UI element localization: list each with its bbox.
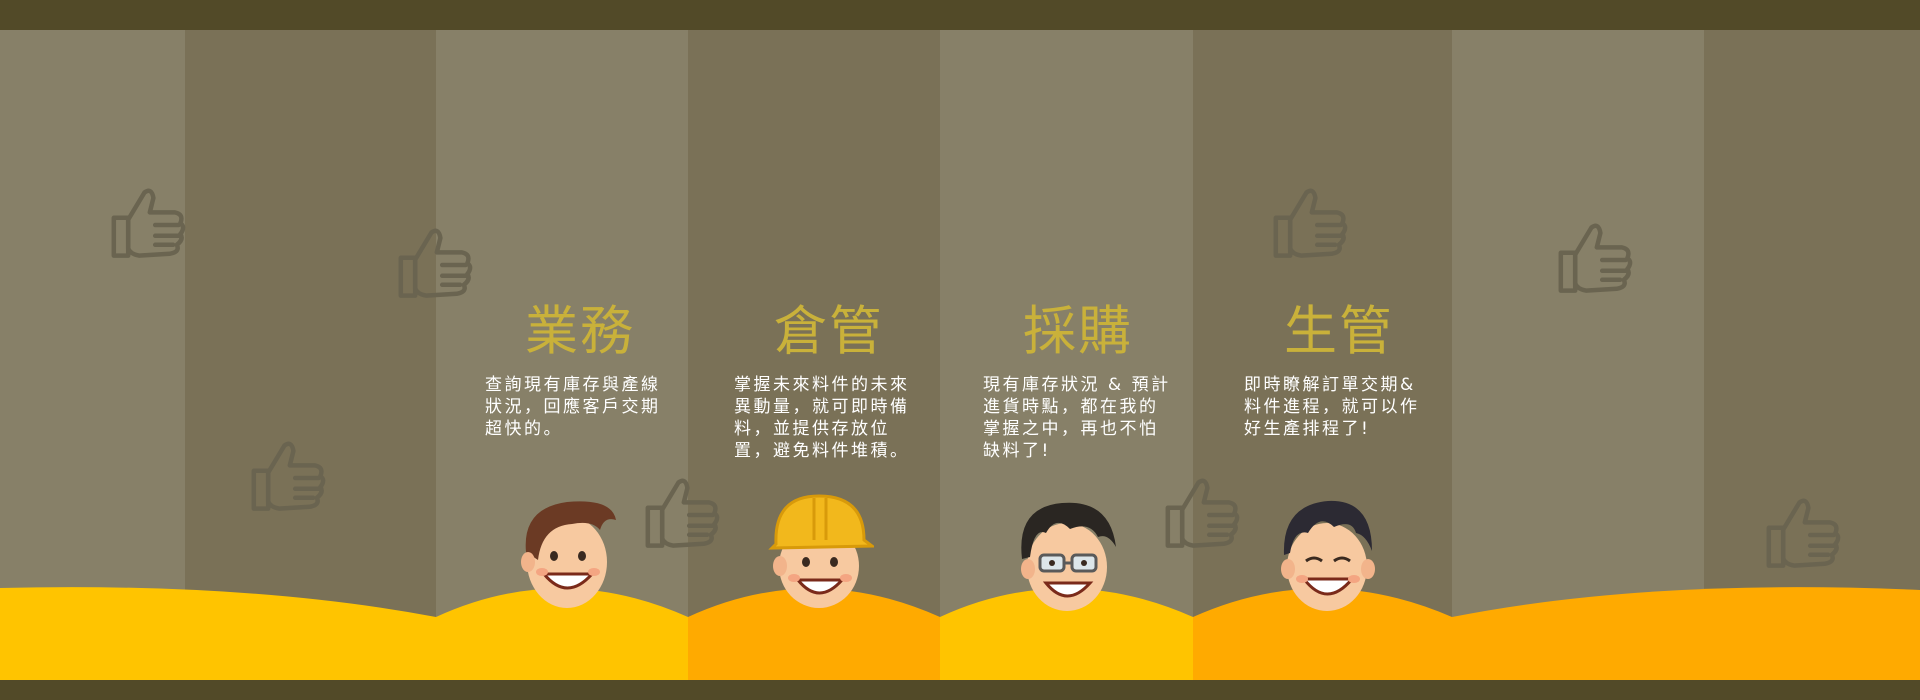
stripe — [185, 30, 436, 680]
thumbs-up-icon — [1165, 478, 1240, 548]
stripe — [1704, 30, 1920, 680]
hill-yellow-1 — [436, 588, 688, 680]
hill-yellow-2 — [940, 588, 1193, 680]
hardhat-worker-face-icon — [768, 494, 874, 608]
role-title: 業務 — [525, 301, 635, 362]
hill-orange-2 — [1193, 588, 1452, 680]
role-card-warehouse: 倉管 掌握未來料件的未來異動量，就可即時備料，並提供存放位置，避免料件堆積。 — [734, 300, 924, 462]
thumbs-up-icon — [251, 441, 326, 511]
role-description: 即時瞭解訂單交期&料件進程，就可以作好生產排程了! — [1244, 375, 1420, 439]
top-frame-band — [0, 0, 1920, 30]
role-card-business: 業務 查詢現有庫存與產線狀況，回應客戶交期超快的。 — [485, 300, 675, 440]
role-description: 查詢現有庫存與產線狀況，回應客戶交期超快的。 — [485, 375, 661, 439]
bottom-frame-band — [0, 680, 1920, 700]
role-card-purchasing: 採購 現有庫存狀況 & 預計進貨時點，都在我的掌握之中，再也不怕缺料了! — [983, 300, 1173, 462]
hill-right-orange — [1452, 587, 1920, 680]
role-title: 倉管 — [774, 301, 884, 362]
thumbs-up-icon — [111, 188, 186, 258]
thumbs-up-icon — [398, 228, 473, 298]
businessman-face-icon — [521, 501, 616, 608]
hill-orange-1 — [688, 588, 940, 680]
role-description: 現有庫存狀況 & 預計進貨時點，都在我的掌握之中，再也不怕缺料了! — [983, 375, 1171, 461]
role-title: 生管 — [1284, 301, 1394, 362]
stripe — [1452, 30, 1704, 680]
thumbs-up-icon — [645, 478, 720, 548]
thumbs-up-icon — [1273, 188, 1348, 258]
glasses-man-face-icon — [1021, 502, 1116, 611]
role-description: 掌握未來料件的未來異動量，就可即時備料，並提供存放位置，避免料件堆積。 — [734, 375, 910, 461]
stripe — [0, 30, 185, 680]
thumbs-up-icon — [1766, 498, 1841, 568]
hill-left-yellow — [0, 587, 436, 680]
thumbs-up-icon — [1558, 223, 1633, 293]
smiling-man-face-icon — [1281, 500, 1375, 611]
role-card-production: 生管 即時瞭解訂單交期&料件進程，就可以作好生產排程了! — [1244, 300, 1434, 440]
role-title: 採購 — [1023, 301, 1133, 362]
